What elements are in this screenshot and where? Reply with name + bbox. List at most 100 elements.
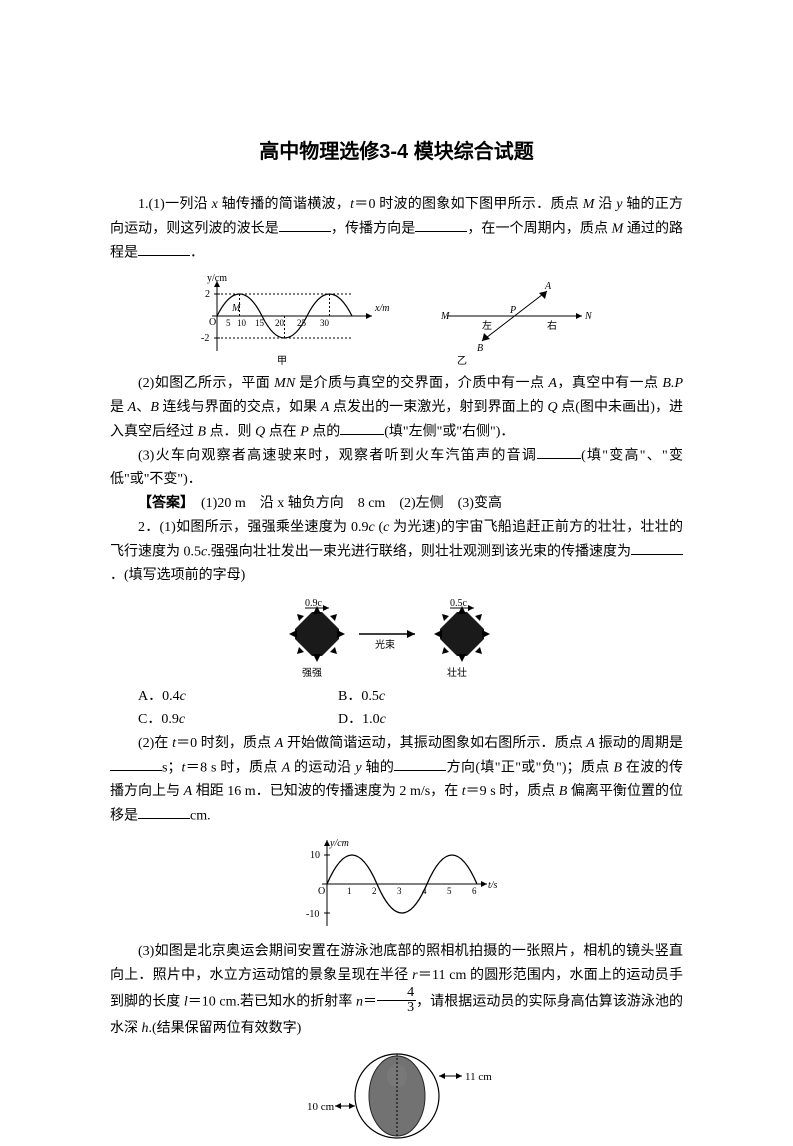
blank: [138, 804, 190, 819]
svg-text:O: O: [209, 317, 216, 328]
svg-text:N: N: [584, 311, 593, 322]
text: ，真空中有一点: [557, 376, 662, 391]
q2-p2: (2)在 t＝0 时刻，质点 A 开始做简谐运动，其振动图象如右图所示．质点 A…: [110, 732, 683, 828]
text: 2．(1)如图所示，强强乘坐速度为 0.9: [138, 520, 369, 535]
text: .强强向壮壮发出一束光进行联络，则壮壮观测到该光束的传播速度为: [207, 544, 631, 559]
var-Q: Q: [547, 400, 557, 415]
blank: [340, 420, 384, 435]
text: 、: [136, 400, 150, 415]
text: 点的: [309, 424, 341, 439]
option-label: C．0.9: [138, 712, 179, 727]
var-c: c: [179, 712, 185, 727]
text: ＝0 时波的图象如下图甲所示．质点: [354, 197, 583, 212]
var-M: M: [612, 221, 624, 236]
var-B: B: [150, 400, 159, 415]
svg-text:6: 6: [472, 886, 477, 896]
q2-p3: (3)如图是北京奥运会期间安置在游泳池底部的照相机拍摄的一张照片，相机的镜头竖直…: [110, 940, 683, 1040]
text: (2)如图乙所示，平面: [138, 376, 274, 391]
svg-text:M: M: [231, 303, 241, 314]
option-label: A．0.4: [138, 689, 180, 704]
svg-text:左: 左: [482, 319, 492, 332]
frac-num: 4: [377, 986, 416, 1001]
text: ＝10 cm.若已知水的折射率: [188, 994, 356, 1009]
var-c: c: [180, 689, 186, 704]
svg-text:-10: -10: [306, 909, 319, 920]
q1-figure: y/cm 2 -2 M x/m 51015202530: [110, 271, 683, 366]
svg-text:4: 4: [422, 886, 427, 896]
ship-right-label: 壮壮: [447, 667, 467, 679]
q2-figure: 0.9c 强强 光束 0.5c 壮壮: [110, 594, 683, 679]
ship-left-label: 强强: [302, 667, 322, 679]
q2-figure3: y/cm t/s O 10 -10 123456: [110, 834, 683, 934]
svg-text:2: 2: [372, 886, 377, 896]
var-B: B: [198, 424, 207, 439]
text: s；: [162, 760, 181, 775]
var-MN: MN: [274, 376, 295, 391]
page-title: 高中物理选修3-4 模块综合试题: [110, 135, 683, 169]
var-A: A: [282, 760, 291, 775]
text: ，在一个周期内，质点: [467, 221, 611, 236]
text: (2)在: [138, 736, 172, 751]
var-A: A: [548, 376, 557, 391]
q2-p1: 2．(1)如图所示，强强乘坐速度为 0.9c (c 为光速)的宇宙飞船追赶正前方…: [110, 516, 683, 588]
text: 开始做简谐运动，其振动图象如右图所示．质点: [283, 736, 586, 751]
svg-text:1: 1: [347, 886, 352, 896]
option-label: B．0.5: [338, 689, 379, 704]
svg-text:M: M: [440, 311, 450, 322]
svg-text:5: 5: [447, 886, 452, 896]
q1-p2: (2)如图乙所示，平面 MN 是介质与真空的交界面，介质中有一点 A，真空中有一…: [110, 372, 683, 444]
var-Q: Q: [255, 424, 265, 439]
text: 的运动沿: [290, 760, 355, 775]
option-d: D．1.0c: [310, 708, 510, 732]
blank: [415, 217, 467, 232]
text: 1.(1)一列沿: [138, 197, 212, 212]
text: (3)火车向观察者高速驶来时，观察者听到火车汽笛声的音调: [138, 448, 537, 463]
svg-text:30: 30: [320, 318, 330, 328]
var-c: c: [379, 689, 385, 704]
answer-label: 【答案】: [138, 496, 187, 511]
sub-label-right: 乙: [457, 355, 467, 366]
blank: [631, 540, 683, 555]
q2-options-row2: C．0.9c D．1.0c: [110, 708, 683, 732]
blank: [394, 756, 446, 771]
text: 是介质与真空的交界面，介质中有一点: [295, 376, 548, 391]
q2-figure4: 10 cm 11 cm: [110, 1046, 683, 1146]
text: ＝8 s 时，质点: [185, 760, 281, 775]
answer-text: (1)20 m 沿 x 轴负方向 8 cm (2)左侧 (3)变高: [187, 496, 502, 511]
option-c: C．0.9c: [110, 708, 310, 732]
text: 轴传播的简谐横波，: [218, 197, 350, 212]
svg-text:10: 10: [310, 850, 320, 861]
text: ＝: [363, 994, 377, 1009]
svg-text:t/s: t/s: [488, 880, 498, 891]
var-M: M: [583, 197, 595, 212]
svg-text:y/cm: y/cm: [329, 838, 349, 849]
var-h: h: [142, 1021, 149, 1036]
text: ＝9 s 时，质点: [466, 784, 559, 799]
svg-text:O: O: [318, 886, 325, 897]
fraction: 43: [377, 986, 416, 1015]
q1-answer: 【答案】 (1)20 m 沿 x 轴负方向 8 cm (2)左侧 (3)变高: [110, 492, 683, 516]
sub-label-left: 甲: [277, 356, 287, 366]
blank: [537, 444, 581, 459]
text: .(结果保留两位有效数字): [149, 1021, 302, 1036]
text: 是: [110, 400, 128, 415]
text: (填"左侧"或"右侧")．: [384, 424, 514, 439]
text: ．: [190, 245, 204, 260]
option-b: B．0.5c: [310, 685, 510, 709]
q1-p3: (3)火车向观察者高速驶来时，观察者听到火车汽笛声的音调(填"变高"、"变低"或…: [110, 444, 683, 492]
label-10cm: 10 cm: [307, 1101, 335, 1113]
text: 振动的周期是: [595, 736, 683, 751]
var-A: A: [586, 736, 595, 751]
text: 相距 16 m．已知波的传播速度为 2 m/s，在: [192, 784, 462, 799]
var-P: P: [300, 424, 309, 439]
svg-text:25: 25: [297, 318, 307, 328]
svg-text:P: P: [509, 305, 516, 316]
q1-p1: 1.(1)一列沿 x 轴传播的简谐横波，t＝0 时波的图象如下图甲所示．质点 M…: [110, 193, 683, 265]
option-a: A．0.4c: [110, 685, 310, 709]
svg-text:20: 20: [275, 318, 285, 328]
blank: [279, 217, 331, 232]
var-A: A: [184, 784, 193, 799]
svg-text:B: B: [477, 343, 483, 354]
text: ＝0 时刻，质点: [176, 736, 275, 751]
svg-text:x/m: x/m: [374, 303, 389, 314]
